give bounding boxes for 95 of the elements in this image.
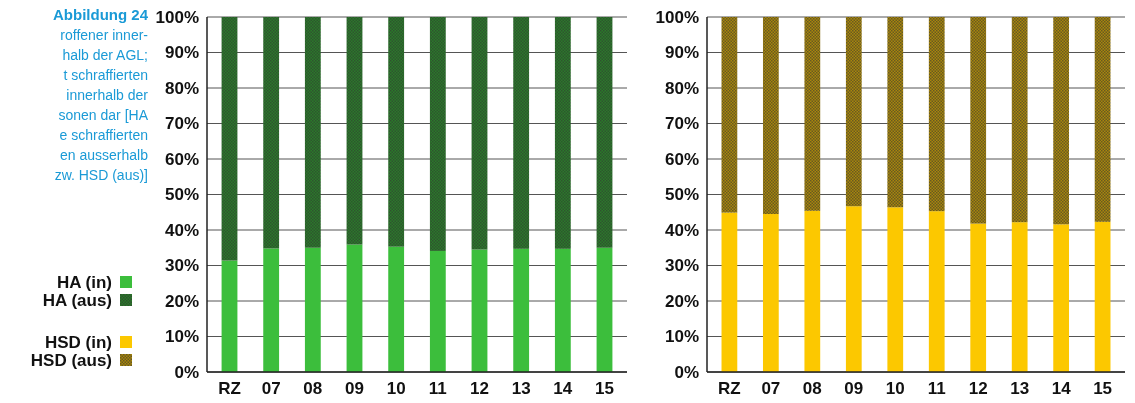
bar [304,247,321,372]
bar [928,211,945,372]
text: sonen dar [HA [58,107,149,123]
x-tick-label: 07 [261,379,281,398]
bar [1053,17,1070,225]
bar [1053,224,1070,372]
bar [970,17,987,224]
bar [346,17,363,245]
bar [554,248,571,372]
y-tick-label: 80% [664,78,699,98]
bar [471,17,488,250]
bar [1011,17,1028,223]
y-tick-label: 100% [655,7,699,27]
x-tick-label: 08 [303,379,323,398]
x-tick-label: RZ [218,379,241,398]
bar [263,17,280,249]
y-tick-label: 50% [164,185,199,205]
bar [346,244,363,372]
y-tick-label: 0% [174,362,199,382]
text: halb der AGL; [62,47,148,63]
bar [596,17,613,248]
bar [928,17,945,212]
bar [221,17,238,261]
text: innerhalb der [66,87,149,103]
bar [596,247,613,372]
bar [845,17,862,207]
x-tick-label: 15 [1093,379,1113,398]
text: roffener inner- [60,27,149,43]
y-tick-label: 20% [164,291,199,311]
chart-title: Abbildung 24 [53,6,149,23]
y-tick-label: 50% [664,185,699,205]
y-tick-label: 90% [664,43,699,63]
y-tick-label: 100% [155,7,199,27]
x-tick-label: 12 [470,379,489,398]
y-tick-label: 90% [164,43,199,63]
bar [762,17,779,215]
legend-label: HSD (in) [44,332,112,352]
x-tick-label: 13 [1010,379,1030,398]
bar [804,17,821,211]
text: t schraffierten [63,67,148,83]
y-tick-label: 70% [664,114,699,134]
bar [263,248,280,372]
y-tick-label: 30% [664,256,699,276]
text: e schraffierten [59,127,148,143]
x-tick-label: RZ [718,379,741,398]
bar [471,249,488,372]
bar [304,17,321,248]
bar [221,260,238,372]
y-tick-label: 20% [664,291,699,311]
bar [554,17,571,249]
bar [721,212,738,372]
bar [887,207,904,372]
y-tick-label: 60% [164,149,199,169]
x-tick-label: 11 [428,379,447,398]
bar [845,206,862,372]
bar [388,246,405,372]
text: zw. HSD (aus)] [54,167,148,183]
x-tick-label: 09 [345,379,364,398]
bar [1094,17,1111,222]
legend-label: HSD (aus) [30,350,112,370]
bar [513,248,530,372]
bar [721,17,738,213]
x-tick-label: 13 [511,379,531,398]
bar [429,17,446,251]
bar [970,223,987,372]
y-tick-label: 10% [664,327,699,347]
y-tick-label: 80% [164,78,199,98]
x-tick-label: 15 [595,379,614,398]
y-tick-label: 10% [164,327,199,347]
x-tick-label: 10 [885,379,905,398]
y-tick-label: 40% [664,220,699,240]
y-tick-label: 70% [164,114,199,134]
x-tick-label: 14 [553,379,573,398]
x-tick-label: 11 [927,379,946,398]
bar [388,17,405,247]
x-tick-label: 07 [761,379,781,398]
y-tick-label: 0% [674,362,699,382]
bar [1011,222,1028,372]
legend-label: HA (aus) [42,290,112,310]
bar [429,250,446,372]
x-tick-label: 08 [802,379,822,398]
legend-label: HA (in) [56,272,112,292]
bar [804,210,821,372]
x-tick-label: 10 [386,379,406,398]
y-tick-label: 40% [164,220,199,240]
y-tick-label: 30% [164,256,199,276]
x-tick-label: 09 [844,379,864,398]
text: en ausserhalb [60,147,149,163]
bar [887,17,904,208]
x-tick-label: 12 [968,379,988,398]
bar [762,214,779,372]
bar [513,17,530,249]
bar [1094,221,1111,372]
y-tick-label: 60% [664,149,699,169]
x-tick-label: 14 [1051,379,1072,398]
